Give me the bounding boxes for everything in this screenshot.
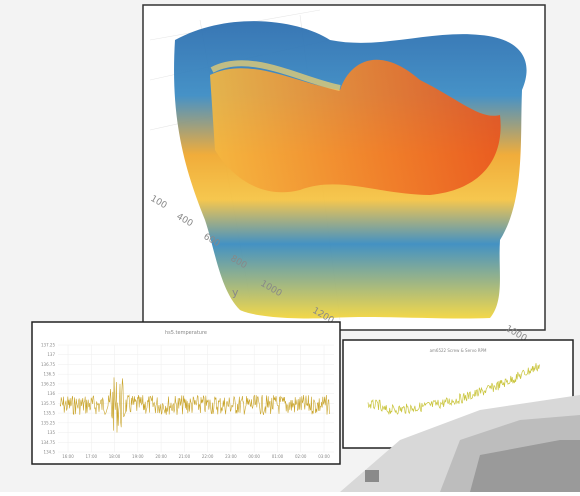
y-tick-label: 137: [47, 352, 55, 357]
axis-title: y: [232, 286, 239, 299]
page: 100 400 600 800 1000 1200 1000 y am6522 …: [0, 0, 580, 492]
collage: 100 400 600 800 1000 1200 1000 y am6522 …: [0, 0, 580, 492]
temperature-panel: hs5.temperature 137.25 137 136.75 136.5 136.…: [32, 322, 340, 464]
y-tick-label: 136.25: [41, 381, 55, 386]
y-tick-label: 136.5: [44, 372, 56, 377]
y-tick-label: 136: [47, 391, 55, 396]
y-tick-label: 134.5: [44, 450, 56, 455]
x-tick-label: 02:00: [295, 454, 307, 459]
y-tick-label: 135.75: [41, 401, 55, 406]
x-tick-label: 20:00: [155, 454, 167, 459]
x-tick-label: 18:00: [109, 454, 121, 459]
y-tick-label: 135: [47, 430, 55, 435]
x-tick-label: 01:00: [272, 454, 284, 459]
x-tick-label: 00:00: [248, 454, 260, 459]
y-tick-label: 134.75: [41, 440, 55, 445]
x-tick-label: 23:00: [225, 454, 237, 459]
x-tick-label: 16:00: [62, 454, 74, 459]
chart-title: am6522 Screw & Servo RPM: [430, 348, 487, 353]
y-tick-label: 136.75: [41, 362, 55, 367]
x-tick-label: 22:00: [202, 454, 214, 459]
x-tick-label: 17:00: [86, 454, 98, 459]
y-tick-label: 137.25: [41, 343, 55, 348]
y-tick-label: 135.5: [44, 411, 56, 416]
x-tick-label: 21:00: [179, 454, 191, 459]
chart-title: hs5.temperature: [165, 330, 207, 336]
y-tick-label: 135.25: [41, 420, 55, 425]
x-tick-label: 03:00: [318, 454, 330, 459]
x-tick-label: 19:00: [132, 454, 144, 459]
surface-panel: [143, 5, 545, 330]
